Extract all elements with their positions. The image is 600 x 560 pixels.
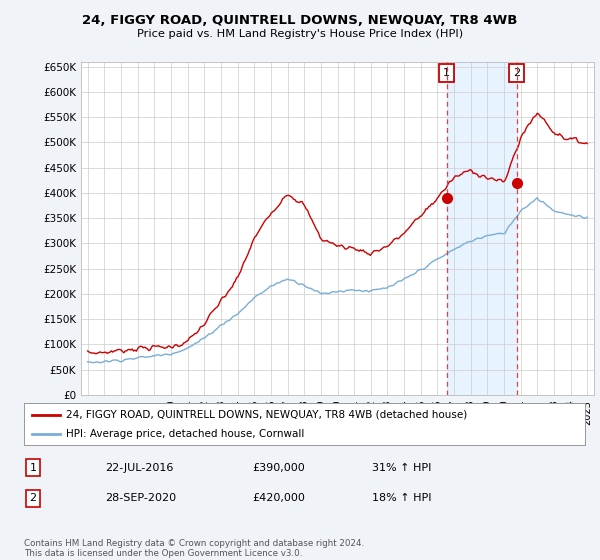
Text: 22-JUL-2016: 22-JUL-2016 [105, 463, 173, 473]
Text: 31% ↑ HPI: 31% ↑ HPI [372, 463, 431, 473]
Text: 24, FIGGY ROAD, QUINTRELL DOWNS, NEWQUAY, TR8 4WB (detached house): 24, FIGGY ROAD, QUINTRELL DOWNS, NEWQUAY… [66, 409, 467, 419]
Text: £390,000: £390,000 [252, 463, 305, 473]
Text: £420,000: £420,000 [252, 493, 305, 503]
Text: 2: 2 [513, 68, 520, 78]
Text: 1: 1 [29, 463, 37, 473]
Text: 2: 2 [29, 493, 37, 503]
Text: Price paid vs. HM Land Registry's House Price Index (HPI): Price paid vs. HM Land Registry's House … [137, 29, 463, 39]
Text: 28-SEP-2020: 28-SEP-2020 [105, 493, 176, 503]
Text: 24, FIGGY ROAD, QUINTRELL DOWNS, NEWQUAY, TR8 4WB: 24, FIGGY ROAD, QUINTRELL DOWNS, NEWQUAY… [82, 14, 518, 27]
Text: 1: 1 [443, 68, 450, 78]
Bar [446, 62, 517, 395]
Text: Contains HM Land Registry data © Crown copyright and database right 2024.
This d: Contains HM Land Registry data © Crown c… [24, 539, 364, 558]
Text: HPI: Average price, detached house, Cornwall: HPI: Average price, detached house, Corn… [66, 429, 304, 439]
Text: 18% ↑ HPI: 18% ↑ HPI [372, 493, 431, 503]
